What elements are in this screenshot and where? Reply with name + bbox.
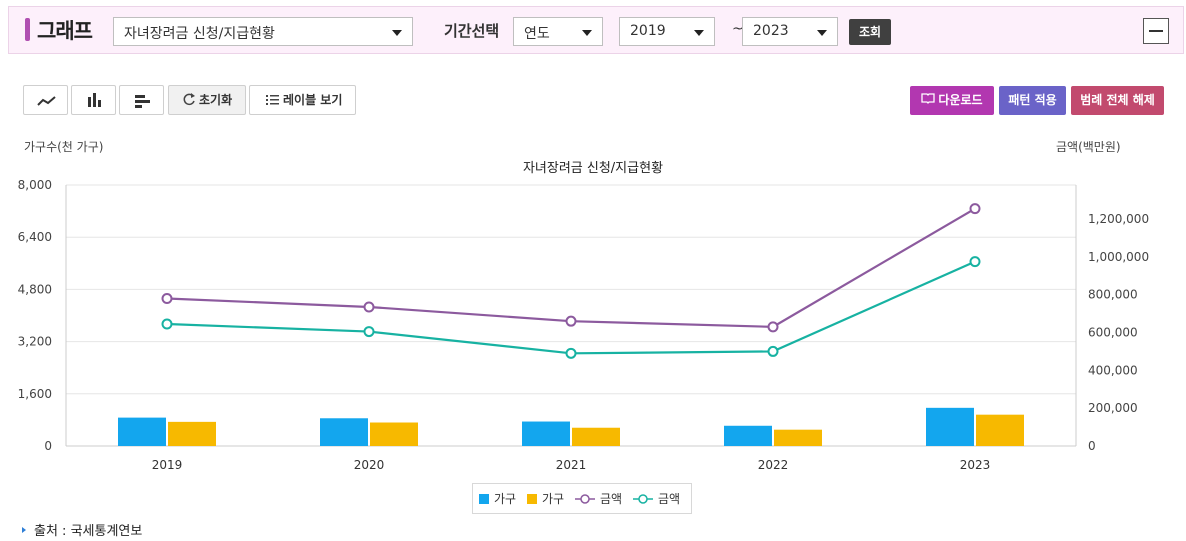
line-point xyxy=(363,301,375,313)
minus-icon xyxy=(1149,30,1163,32)
line-point xyxy=(565,315,577,327)
book-icon xyxy=(921,86,936,115)
refresh-icon xyxy=(183,93,195,106)
legend-label: 가구 xyxy=(494,492,516,506)
pattern-button[interactable]: 패턴 적용 xyxy=(999,86,1066,115)
bar-chart-icon xyxy=(88,93,101,107)
bar xyxy=(522,421,570,446)
line-point xyxy=(363,326,375,338)
title-marker xyxy=(25,18,30,41)
x-tick-label: 2022 xyxy=(758,458,789,472)
legend-swatch xyxy=(479,494,489,504)
legend-swatch xyxy=(527,494,537,504)
label-view-label: 레이블 보기 xyxy=(283,93,343,107)
chevron-down-icon xyxy=(694,30,704,36)
y-right-tick-label: 0 xyxy=(1088,439,1096,453)
y-right-tick-label: 600,000 xyxy=(1088,326,1138,340)
y-left-tick-label: 8,000 xyxy=(18,178,52,192)
label-view-button[interactable]: 레이블 보기 xyxy=(249,85,356,115)
end-year-value: 2023 xyxy=(753,23,789,39)
legend-item-households-1[interactable]: 가구 xyxy=(479,492,516,506)
chart-title: 자녀장려금 신청/지급현황 xyxy=(522,161,664,176)
source-text: 출처 : 국세통계연보 xyxy=(34,524,143,539)
y-right-tick-label: 800,000 xyxy=(1088,288,1138,302)
x-tick-label: 2020 xyxy=(354,458,385,472)
y-left-tick-label: 0 xyxy=(44,439,52,453)
start-year-select[interactable]: 2019 xyxy=(619,17,715,46)
chevron-down-icon xyxy=(817,30,827,36)
legend-item-amount-1[interactable]: 금액 xyxy=(575,492,622,506)
x-tick-label: 2019 xyxy=(152,458,183,472)
line-point xyxy=(767,321,779,333)
period-unit-value: 연도 xyxy=(524,26,550,42)
y-left-tick-label: 4,800 xyxy=(18,282,52,296)
x-tick-label: 2023 xyxy=(960,458,991,472)
bar xyxy=(320,418,368,446)
y-right-tick-label: 1,000,000 xyxy=(1088,250,1149,264)
line-point xyxy=(969,203,981,215)
legend-clear-button[interactable]: 범례 전체 해제 xyxy=(1071,86,1164,115)
line-point xyxy=(565,347,577,359)
bar xyxy=(926,407,974,446)
chart-legend: 가구 가구 금액 금액 xyxy=(472,483,692,514)
bar xyxy=(168,421,216,446)
filter-bar: 그래프 자녀장려금 신청/지급현황 기간선택 연도 2019 ~ 2023 조회 xyxy=(8,6,1184,54)
line-point xyxy=(161,292,173,304)
legend-label: 가구 xyxy=(542,492,564,506)
y-left-tick-label: 1,600 xyxy=(18,387,52,401)
chevron-down-icon xyxy=(582,30,592,36)
right-axis-title: 금액(백만원) xyxy=(1056,140,1121,154)
series-line xyxy=(166,260,976,355)
bar xyxy=(774,429,822,446)
legend-marker xyxy=(580,494,590,504)
line-chart-button[interactable] xyxy=(23,85,68,115)
start-year-value: 2019 xyxy=(630,23,666,39)
bar xyxy=(724,425,772,446)
line-point xyxy=(969,256,981,268)
line-point xyxy=(161,318,173,330)
legend-marker xyxy=(638,494,648,504)
line-point xyxy=(767,345,779,357)
collapse-button[interactable] xyxy=(1143,18,1169,44)
legend-item-households-2[interactable]: 가구 xyxy=(527,492,564,506)
range-separator: ~ xyxy=(732,21,744,37)
y-left-tick-label: 3,200 xyxy=(18,335,52,349)
bar xyxy=(118,417,166,446)
legend-label: 금액 xyxy=(600,492,622,506)
y-right-tick-label: 200,000 xyxy=(1088,401,1138,415)
list-icon xyxy=(266,95,279,105)
horizontal-bar-button[interactable] xyxy=(119,85,164,115)
source-note: 출처 : 국세통계연보 xyxy=(22,520,142,539)
bar-chart-button[interactable] xyxy=(71,85,116,115)
period-unit-select[interactable]: 연도 xyxy=(513,17,603,46)
reset-button[interactable]: 초기화 xyxy=(168,85,246,115)
legend-item-amount-2[interactable]: 금액 xyxy=(633,492,680,506)
series-line xyxy=(166,207,976,328)
line-chart-icon xyxy=(37,96,56,106)
search-button[interactable]: 조회 xyxy=(849,19,891,45)
bar xyxy=(976,414,1024,446)
y-right-tick-label: 1,200,000 xyxy=(1088,212,1149,226)
stat-select[interactable]: 자녀장려금 신청/지급현황 xyxy=(113,17,413,46)
y-right-tick-label: 400,000 xyxy=(1088,363,1138,377)
horizontal-bar-icon xyxy=(135,95,150,108)
chevron-down-icon xyxy=(392,30,402,36)
left-axis-title: 가구수(천 가구) xyxy=(24,140,104,154)
end-year-select[interactable]: 2023 xyxy=(742,17,838,46)
bar xyxy=(370,422,418,446)
period-label: 기간선택 xyxy=(444,22,500,40)
x-tick-label: 2021 xyxy=(556,458,587,472)
legend-label: 금액 xyxy=(658,492,680,506)
page-title: 그래프 xyxy=(37,19,93,43)
download-button[interactable]: 다운로드 xyxy=(910,86,994,115)
stat-select-value: 자녀장려금 신청/지급현황 xyxy=(124,26,275,42)
bullet-icon xyxy=(22,527,26,533)
reset-label: 초기화 xyxy=(199,93,233,107)
bar xyxy=(572,427,620,446)
y-left-tick-label: 6,400 xyxy=(18,230,52,244)
download-label: 다운로드 xyxy=(938,93,983,107)
